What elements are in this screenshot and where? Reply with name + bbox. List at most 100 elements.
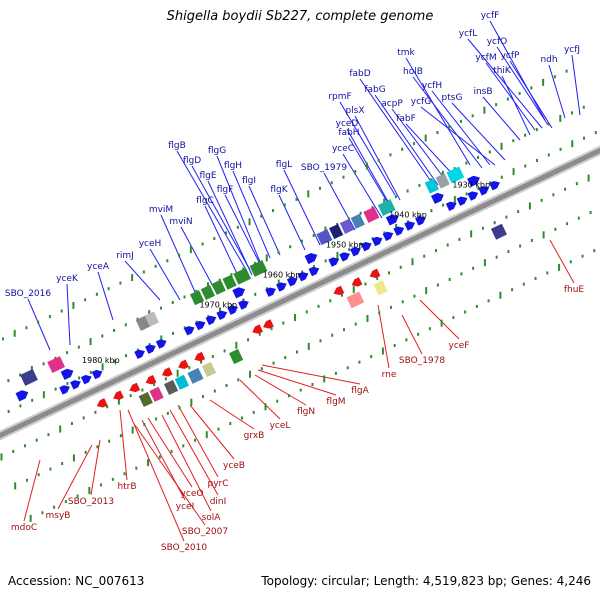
tick-mark [252,410,255,414]
tick-mark [518,91,521,95]
tick-mark [453,167,456,171]
tick-mark [183,295,186,299]
tick-mark [223,349,226,353]
tick-mark [72,454,75,462]
forward-gene-arrow [445,201,457,212]
kbp-label: 1930 kbp [452,180,490,189]
forward-label-leader [485,62,536,131]
tick-mark [341,293,344,297]
tick-mark [77,345,80,349]
forward-gene-arrow [286,277,298,287]
reverse-label-leader [257,369,337,396]
reverse-label-leader [261,364,361,385]
tick-mark [135,466,138,470]
forward-gene-arrow [382,231,394,242]
forward-label-leader [224,194,263,269]
tick-mark [30,365,33,373]
tick-mark [371,206,374,210]
tick-mark [558,263,561,271]
tick-mark [7,379,10,383]
tick-mark [495,255,498,259]
tick-mark [29,514,32,522]
tick-mark [330,181,333,185]
accession-text: Accession: NC_007613 [8,574,145,588]
forward-gene-label: flgB [168,141,186,151]
forward-gene-label: mviM [149,205,173,215]
gene-category-block [490,223,507,240]
forward-gene-label: mviN [169,217,192,227]
gene-category-block [346,291,365,309]
tick-mark [0,453,3,461]
gene-category-block [201,361,217,378]
tick-mark [125,354,128,358]
forward-gene-arrow [467,175,480,187]
tick-mark [347,217,350,221]
tick-mark [577,216,580,220]
forward-gene-arrow [80,374,92,385]
reverse-label-leader [189,404,235,460]
tick-mark [131,426,134,434]
tick-mark [119,434,122,438]
tick-mark [465,192,468,196]
tick-mark [66,351,69,355]
gene-category-block [138,391,153,408]
forward-gene-label: flgL [276,160,292,170]
forward-gene-label: ycfF [481,11,500,21]
reverse-gene-label: SBO_2010 [161,543,207,553]
gene-category-block [187,367,204,384]
forward-gene-label: rimJ [116,251,134,261]
reverse-gene-label: solA [202,513,222,523]
reverse-gene-arrow [113,390,124,400]
forward-gene-label: rpmF [328,92,351,102]
reverse-gene-label: dinI [210,497,227,507]
tick-mark [336,222,339,226]
forward-gene-arrow [155,339,167,349]
tick-mark [88,486,91,494]
forward-label-leader [323,172,356,231]
tick-mark [489,181,492,185]
reverse-gene-arrow [351,277,363,287]
reverse-gene-arrow [333,285,345,296]
tick-mark [446,243,449,247]
tick-mark [517,210,520,214]
reverse-label-leader [127,409,185,542]
tick-mark [23,444,26,448]
tick-mark [593,249,596,253]
reverse-gene-label: htrB [117,482,136,492]
tick-mark [249,370,252,378]
forward-label-leader [149,248,181,301]
gene-category-block [446,166,465,184]
forward-label-leader [176,150,246,269]
forward-gene-arrow [360,241,372,252]
tick-mark [248,218,251,226]
tick-mark [471,114,474,118]
forward-label-leader [501,75,531,136]
reverse-label-leader [239,379,281,420]
tick-mark [131,274,134,282]
tick-mark [571,111,574,115]
reverse-label-leader [254,374,307,406]
tick-mark [166,259,169,263]
forward-gene-label: acpP [381,99,403,109]
tick-mark [505,215,508,219]
kbp-label: 1980 kbp [82,356,120,365]
tick-mark [546,271,549,275]
tick-mark [569,260,572,264]
tick-mark [434,249,437,253]
tick-mark [78,376,81,380]
tick-mark [260,367,263,371]
gene-category-block [20,369,38,386]
backbone-layer [0,145,600,441]
tick-mark [405,338,408,342]
tick-mark [194,438,197,442]
tick-mark [436,283,439,287]
kbp-label: 1960 kbp [263,270,301,279]
forward-gene-label: flgI [242,176,256,186]
tick-mark [42,391,45,399]
gene-category-block [229,349,244,365]
forward-gene-arrow [183,326,195,336]
tick-mark [371,237,374,241]
tick-mark [108,439,111,443]
tick-mark [329,299,332,303]
forward-label-leader [431,90,491,166]
